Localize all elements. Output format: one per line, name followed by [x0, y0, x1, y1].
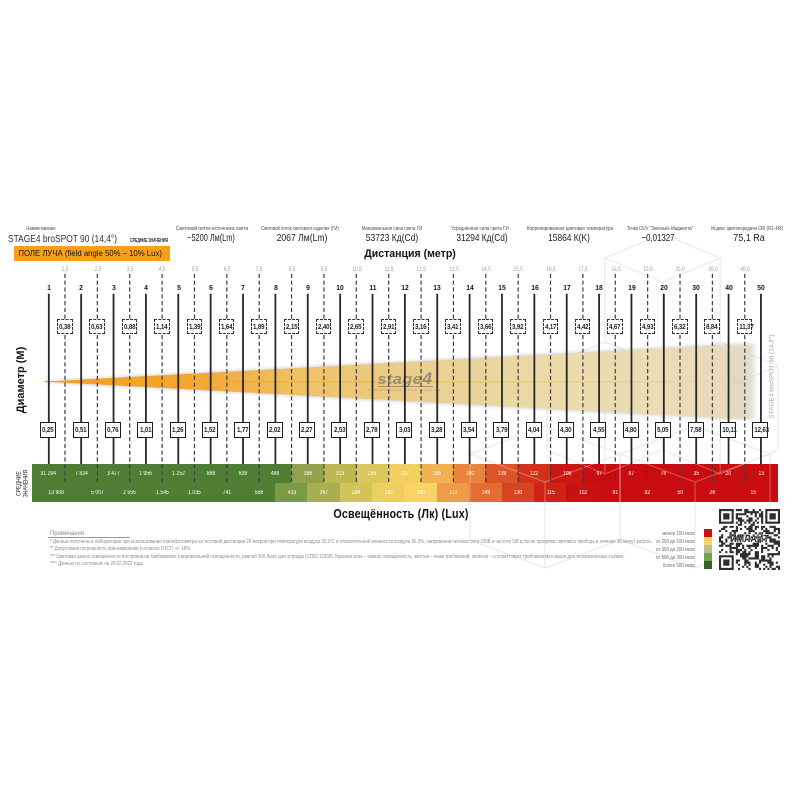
svg-text:ИМЛАЙТ: ИМЛАЙТ [730, 533, 769, 546]
